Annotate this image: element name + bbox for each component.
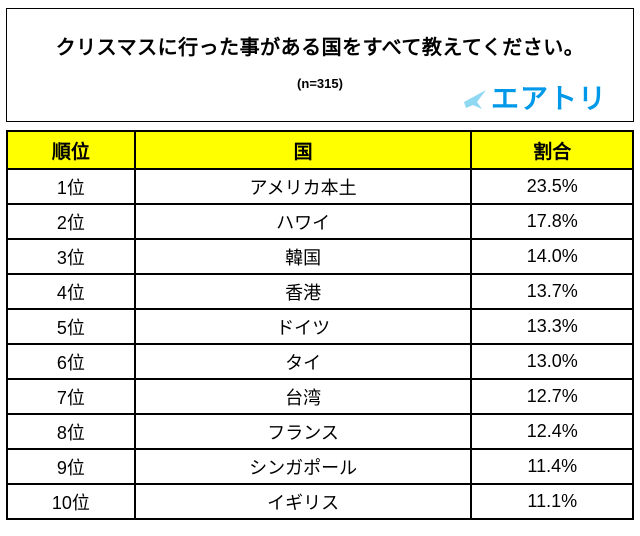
country-cell: 香港 [133,273,473,310]
share-cell: 13.3% [470,308,634,345]
country-cell: 韓国 [133,238,473,275]
country-cell: ハワイ [133,203,473,240]
rank-cell: 10位 [6,483,136,520]
title-box: クリスマスに行った事がある国をすべて教えてください。 (n=315) エアトリ [6,8,634,122]
airtrip-logo-icon [462,86,488,112]
table-row: 4位 香港 13.7% [6,273,634,310]
share-cell: 14.0% [470,238,634,275]
share-cell: 13.7% [470,273,634,310]
table-row: 8位 フランス 12.4% [6,413,634,450]
rank-cell: 1位 [6,168,136,205]
share-cell: 12.4% [470,413,634,450]
table-row: 2位 ハワイ 17.8% [6,203,634,240]
header-rank: 順位 [6,130,136,170]
rank-cell: 6位 [6,343,136,380]
share-cell: 13.0% [470,343,634,380]
rank-cell: 5位 [6,308,136,345]
share-cell: 12.7% [470,378,634,415]
country-cell: 台湾 [133,378,473,415]
rank-cell: 4位 [6,273,136,310]
rank-cell: 9位 [6,448,136,485]
table-row: 10位 イギリス 11.1% [6,483,634,520]
share-cell: 11.1% [470,483,634,520]
table-row: 3位 韓国 14.0% [6,238,634,275]
share-cell: 17.8% [470,203,634,240]
table-body: 1位 アメリカ本土 23.5% 2位 ハワイ 17.8% 3位 韓国 14.0% 4位 香港 13.7… [6,168,634,520]
sample-size: (n=315) [297,76,343,91]
rank-cell: 7位 [6,378,136,415]
header-country: 国 [133,130,473,170]
table-row: 1位 アメリカ本土 23.5% [6,168,634,205]
country-cell: フランス [133,413,473,450]
results-table: 順位 国 割合 1位 アメリカ本土 23.5% 2位 ハワイ 17.8% 3位 韓国 14.0%… [6,130,634,520]
table-header-row: 順位 国 割合 [6,130,634,170]
share-cell: 23.5% [470,168,634,205]
share-cell: 11.4% [470,448,634,485]
rank-cell: 8位 [6,413,136,450]
table-row: 7位 台湾 12.7% [6,378,634,415]
airtrip-logo: エアトリ [462,85,607,113]
table-row: 6位 タイ 13.0% [6,343,634,380]
country-cell: シンガポール [133,448,473,485]
country-cell: イギリス [133,483,473,520]
table-row: 5位 ドイツ 13.3% [6,308,634,345]
rank-cell: 3位 [6,238,136,275]
header-share: 割合 [470,130,634,170]
country-cell: アメリカ本土 [133,168,473,205]
survey-title: クリスマスに行った事がある国をすべて教えてください。 [55,37,585,59]
country-cell: タイ [133,343,473,380]
rank-cell: 2位 [6,203,136,240]
airtrip-logo-text: エアトリ [490,83,607,114]
table-row: 9位 シンガポール 11.4% [6,448,634,485]
country-cell: ドイツ [133,308,473,345]
